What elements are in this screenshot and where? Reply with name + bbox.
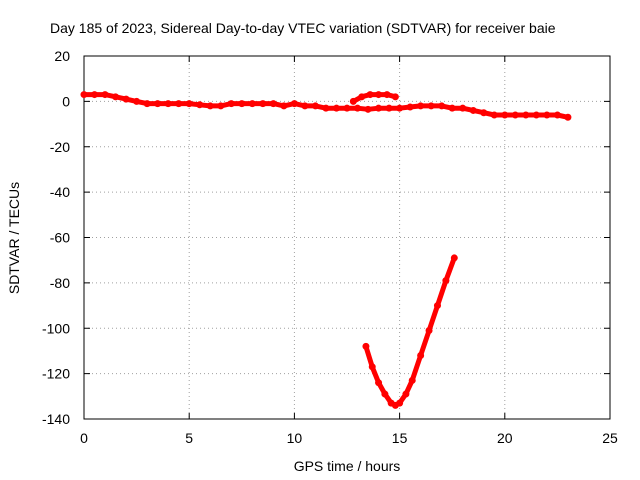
- data-point: [322, 104, 330, 112]
- x-tick-label: 15: [392, 430, 408, 446]
- y-tick-label: 0: [62, 93, 70, 109]
- data-point: [417, 351, 425, 359]
- series-main-track: [80, 91, 572, 121]
- y-tick-label: 20: [54, 48, 70, 64]
- data-point: [332, 104, 340, 112]
- y-tick-label: -140: [42, 411, 70, 427]
- data-point: [433, 302, 441, 310]
- data-point: [227, 100, 235, 108]
- y-tick-label: -80: [50, 275, 70, 291]
- data-point: [385, 104, 393, 112]
- data-point: [522, 111, 530, 119]
- data-point: [490, 111, 498, 119]
- data-point: [196, 101, 204, 109]
- series-upper-segment: [349, 91, 399, 105]
- data-point: [343, 104, 351, 112]
- data-point: [311, 102, 319, 110]
- data-point: [469, 106, 477, 114]
- x-tick-label: 10: [287, 430, 303, 446]
- data-point: [564, 113, 572, 121]
- data-point: [101, 91, 109, 99]
- data-point: [459, 104, 467, 112]
- data-point: [375, 104, 383, 112]
- x-tick-label: 20: [497, 430, 513, 446]
- data-point: [238, 100, 246, 108]
- x-tick-label: 0: [80, 430, 88, 446]
- data-point: [280, 102, 288, 110]
- data-point: [301, 102, 309, 110]
- data-point: [406, 103, 414, 111]
- data-point: [349, 97, 357, 105]
- data-point: [366, 91, 374, 99]
- data-point: [358, 93, 366, 101]
- data-point: [383, 91, 391, 99]
- data-point: [543, 111, 551, 119]
- y-tick-label: -60: [50, 230, 70, 246]
- data-point: [501, 111, 509, 119]
- data-point: [402, 390, 410, 398]
- data-point: [91, 91, 99, 99]
- y-tick-label: -100: [42, 320, 70, 336]
- data-point: [425, 327, 433, 335]
- y-tick-label: -120: [42, 366, 70, 382]
- data-point: [381, 390, 389, 398]
- data-point: [175, 100, 183, 108]
- data-point: [438, 102, 446, 110]
- data-point: [442, 277, 450, 285]
- data-point: [290, 100, 298, 108]
- chart-title: Day 185 of 2023, Sidereal Day-to-day VTE…: [50, 20, 556, 36]
- data-point: [396, 104, 404, 112]
- data-point: [217, 102, 225, 110]
- data-point: [427, 102, 435, 110]
- data-point: [122, 95, 130, 103]
- data-point: [375, 91, 383, 99]
- data-point: [368, 363, 376, 371]
- data-point: [185, 100, 193, 108]
- data-point: [391, 93, 399, 101]
- data-point: [354, 104, 362, 112]
- data-point: [164, 100, 172, 108]
- axis-ticks: 20 0 -20 -40 -60 -80 -100 -120 -140 0 5 10 15 20 25: [42, 48, 618, 446]
- data-point: [364, 105, 372, 113]
- data-point: [80, 91, 88, 99]
- data-point: [375, 379, 383, 387]
- y-axis-label: SDTVAR / TECUs: [6, 182, 22, 294]
- data-series: [80, 91, 572, 409]
- data-point: [448, 104, 456, 112]
- data-point: [248, 100, 256, 108]
- y-tick-label: -40: [50, 184, 70, 200]
- data-point: [511, 111, 519, 119]
- x-tick-label: 25: [602, 430, 618, 446]
- data-point: [154, 100, 162, 108]
- x-axis-label: GPS time / hours: [294, 458, 401, 474]
- data-point: [133, 97, 141, 105]
- y-tick-label: -20: [50, 139, 70, 155]
- data-point: [362, 342, 370, 350]
- data-point: [143, 100, 151, 108]
- data-point: [396, 399, 404, 407]
- data-point: [480, 109, 488, 117]
- data-point: [259, 100, 267, 108]
- data-point: [450, 254, 458, 262]
- data-point: [206, 102, 214, 110]
- data-point: [532, 111, 540, 119]
- series-dip-arc: [362, 254, 458, 409]
- data-point: [112, 93, 120, 101]
- data-point: [269, 100, 277, 108]
- data-point: [408, 376, 416, 384]
- data-point: [553, 111, 561, 119]
- data-point: [417, 102, 425, 110]
- x-tick-label: 5: [185, 430, 193, 446]
